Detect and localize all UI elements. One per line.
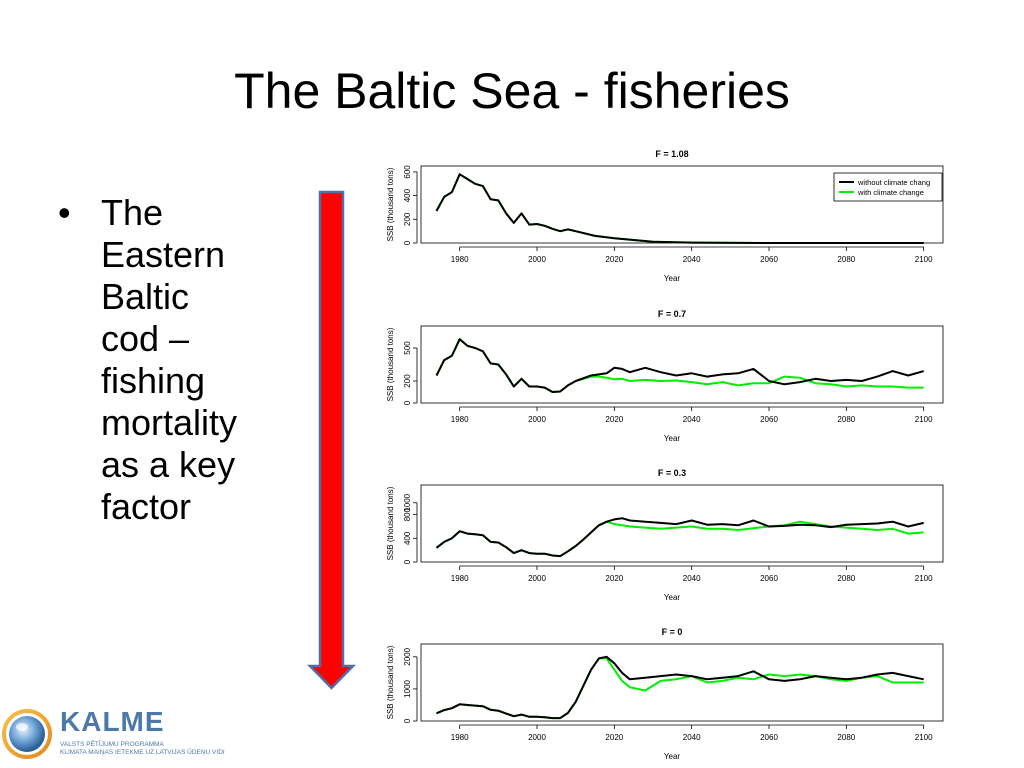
x-tick-label: 1980 [451, 574, 469, 583]
x-tick-label: 2040 [683, 415, 701, 424]
x-tick-label: 2100 [915, 733, 933, 742]
y-tick-label: 2000 [403, 647, 412, 665]
y-tick-label: 1000 [403, 679, 412, 697]
downward-arrow-icon [307, 190, 356, 690]
y-tick-label: 800 [403, 507, 412, 521]
x-tick-label: 1980 [451, 733, 469, 742]
chart-panel-f0: F = 0 SSB (thousand tons) Year 1980 2000 2… [386, 627, 944, 761]
y-axis-label: SSB (thousand tons) [386, 645, 395, 719]
chart-panel-f07: F = 0.7 SSB (thousand tons) Year 1980 200… [386, 309, 944, 443]
x-tick-label: 2080 [837, 733, 855, 742]
x-tick-label: 2060 [760, 255, 778, 264]
arrow-shape [307, 190, 356, 690]
legend-box [833, 172, 943, 202]
y-tick-label: 600 [403, 165, 412, 179]
x-tick-label: 2060 [760, 574, 778, 583]
logo-subtitle-2: KLIMATA MAIŅAS IETEKME UZ LATVIJAS ŪDEŅU… [60, 749, 225, 756]
chart-title: F = 1.08 [655, 149, 688, 159]
chart-title: F = 0.3 [658, 468, 686, 478]
y-tick-label: 0 [403, 240, 412, 245]
x-tick-label: 1980 [451, 255, 469, 264]
legend-entry-without: without climate chang [857, 178, 930, 187]
x-tick-label: 2080 [837, 574, 855, 583]
x-tick-label: 2100 [915, 415, 933, 424]
y-tick-label: 0 [403, 400, 412, 405]
x-tick-label: 2040 [683, 733, 701, 742]
x-tick-label: 2000 [528, 733, 546, 742]
x-tick-label: 2000 [528, 574, 546, 583]
x-axis-label: Year [664, 434, 681, 443]
x-tick-label: 2000 [528, 255, 546, 264]
x-tick-label: 2060 [760, 415, 778, 424]
series-line [435, 338, 924, 393]
bullet-text: The Eastern Baltic cod – fishing mortali… [101, 192, 238, 527]
y-axis-label: SSB (thousand tons) [386, 486, 395, 560]
water-drop-icon [2, 709, 52, 759]
x-axis-label: Year [664, 593, 681, 602]
y-tick-label: 1000 [403, 493, 412, 511]
x-tick-label: 2060 [760, 733, 778, 742]
x-tick-label: 2020 [605, 415, 623, 424]
chart-panel-f108: F = 1.08 SSB (thousand tons) Year withou… [386, 149, 944, 283]
y-tick-label: 0 [403, 559, 412, 564]
series-line [435, 338, 924, 393]
chart-legend: without climate chang with climate chang… [833, 172, 943, 202]
x-tick-label: 2100 [915, 574, 933, 583]
x-tick-label: 1980 [451, 415, 469, 424]
series-line [435, 173, 924, 244]
plot-frame [420, 643, 944, 722]
x-tick-label: 2040 [683, 574, 701, 583]
chart-panel-f03: F = 0.3 SSB (thousand tons) Year 1980 200… [386, 468, 944, 602]
x-tick-label: 2000 [528, 415, 546, 424]
ssb-charts: F = 1.08 SSB (thousand tons) Year withou… [386, 149, 944, 761]
x-tick-label: 2020 [605, 574, 623, 583]
y-axis-label: SSB (thousand tons) [386, 327, 395, 401]
logo-subtitle-1: VALSTS PĒTĪJUMU PROGRAMMA [60, 741, 164, 748]
y-tick-label: 200 [403, 212, 412, 226]
series-line [435, 517, 924, 558]
x-tick-label: 2100 [915, 255, 933, 264]
y-tick-label: 200 [403, 374, 412, 388]
logo-name: KALME [60, 706, 165, 737]
y-tick-label: 500 [403, 341, 412, 355]
y-tick-label: 0 [403, 718, 412, 723]
x-axis-label: Year [664, 274, 681, 283]
x-tick-label: 2020 [605, 255, 623, 264]
x-tick-label: 2080 [837, 255, 855, 264]
legend-entry-with: with climate change [857, 188, 924, 197]
x-tick-label: 2020 [605, 733, 623, 742]
x-tick-label: 2080 [837, 415, 855, 424]
chart-title: F = 0.7 [658, 309, 686, 319]
slide-title: The Baltic Sea - fisheries [234, 63, 790, 119]
plot-frame [420, 325, 944, 404]
x-tick-label: 2040 [683, 255, 701, 264]
y-tick-label: 400 [403, 531, 412, 545]
y-tick-label: 400 [403, 188, 412, 202]
series-line [436, 655, 924, 720]
bullet-dot: • [58, 192, 71, 233]
series-line [436, 657, 924, 720]
kalme-logo: KALME VALSTS PĒTĪJUMU PROGRAMMA KLIMATA … [2, 704, 225, 764]
chart-title: F = 0 [662, 627, 683, 637]
x-axis-label: Year [664, 752, 681, 761]
plot-frame [420, 484, 944, 563]
y-axis-label: SSB (thousand tons) [386, 167, 395, 241]
